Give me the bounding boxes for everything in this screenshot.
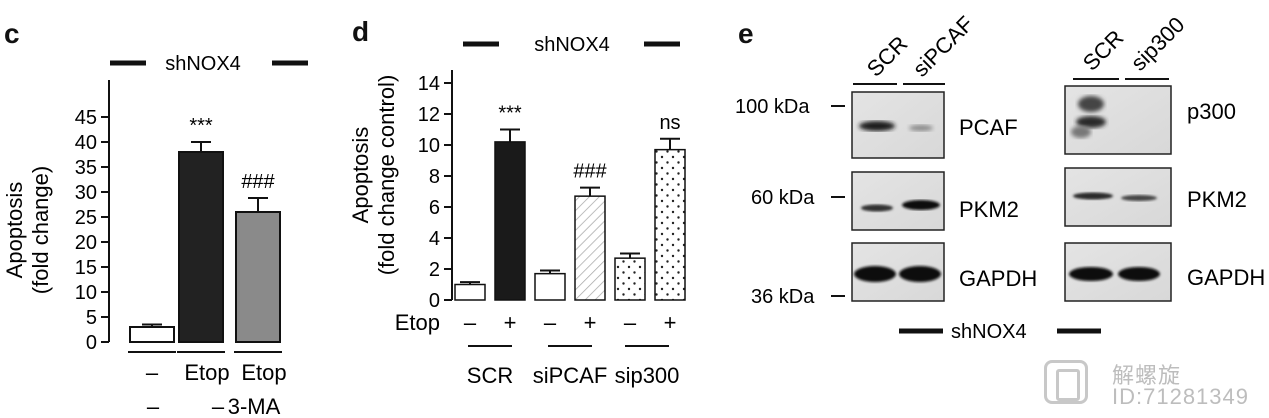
panel-e-letter: e bbox=[738, 18, 754, 49]
group-label-c: shNOX4 bbox=[165, 53, 241, 75]
bar-d-3 bbox=[574, 195, 606, 301]
lane-label-sipcaf: siPCAF bbox=[908, 11, 978, 81]
etop-sign-d-4: – bbox=[624, 310, 637, 335]
blot-pkm2-right bbox=[1064, 167, 1172, 227]
y-tick-label-d-6: 6 bbox=[429, 197, 440, 219]
chart-c: 0 5 10 15 20 25 30 35 40 45 Apoptosis (fold change)… bbox=[2, 53, 308, 418]
protein-label-gapdh-right: GAPDH bbox=[1187, 265, 1265, 290]
chart-d: 0 2 4 6 8 10 12 14 Apoptosis (fold change control… bbox=[348, 34, 686, 388]
watermark-name: 解螺旋 bbox=[1112, 363, 1182, 388]
y-tick-label-c-45: 45 bbox=[75, 107, 97, 129]
significance-d-3: ### bbox=[573, 161, 607, 183]
y-tick-label-c-30: 30 bbox=[75, 182, 97, 204]
lane-label-sip300: sip300 bbox=[1126, 12, 1190, 76]
western-blot-e: SCR siPCAF SCR sip300 100 kDa 60 kDa 36 … bbox=[735, 11, 1265, 343]
bar-d-4 bbox=[614, 257, 646, 301]
panel-c-letter: c bbox=[4, 18, 20, 49]
group-label-d: shNOX4 bbox=[534, 34, 610, 56]
protein-label-pcaf: PCAF bbox=[959, 115, 1018, 140]
significance-d-5: ns bbox=[659, 112, 680, 134]
y-tick-label-c-5: 5 bbox=[86, 307, 97, 329]
row2-label-c-0: – bbox=[147, 394, 160, 418]
protein-label-gapdh-left: GAPDH bbox=[959, 266, 1037, 291]
y-tick-label-c-10: 10 bbox=[75, 282, 97, 304]
marker-36kda: 36 kDa bbox=[751, 286, 815, 308]
protein-label-pkm2-right: PKM2 bbox=[1187, 187, 1247, 212]
y-tick-label-d-4: 4 bbox=[429, 228, 440, 250]
group-label-d-1: siPCAF bbox=[533, 363, 608, 388]
bar-d-1 bbox=[494, 141, 526, 301]
row1-label-c-0: – bbox=[146, 360, 159, 385]
y-tick-label-d-14: 14 bbox=[418, 73, 440, 95]
significance-c-1: *** bbox=[189, 115, 213, 137]
y-tick-label-d-10: 10 bbox=[418, 135, 440, 157]
watermark-id: ID:71281349 bbox=[1112, 384, 1249, 409]
lane-label-scr-left: SCR bbox=[862, 31, 913, 82]
y-axis-label-d-line1: Apoptosis bbox=[348, 127, 373, 224]
y-tick-label-c-15: 15 bbox=[75, 257, 97, 279]
row1-label-c-1: Etop bbox=[184, 360, 229, 385]
group-label-d-2: sip300 bbox=[615, 363, 680, 388]
blot-pkm2-left bbox=[851, 171, 945, 231]
y-axis-label-d-line2: (fold change control) bbox=[374, 75, 399, 276]
y-tick-label-c-0: 0 bbox=[86, 332, 97, 354]
y-tick-label-c-20: 20 bbox=[75, 232, 97, 254]
y-tick-label-d-8: 8 bbox=[429, 166, 440, 188]
bar-d-0 bbox=[454, 283, 486, 301]
y-tick-label-c-35: 35 bbox=[75, 157, 97, 179]
etop-sign-d-3: + bbox=[584, 310, 597, 335]
row1-label-c-2: Etop bbox=[241, 360, 286, 385]
group-label-d-0: SCR bbox=[467, 363, 513, 388]
lane-label-scr-right: SCR bbox=[1078, 25, 1129, 76]
blot-gapdh-right bbox=[1064, 242, 1172, 302]
panel-d-letter: d bbox=[352, 16, 370, 47]
blot-gapdh-left bbox=[851, 242, 945, 302]
significance-c-2: ### bbox=[241, 171, 275, 193]
etop-label-d: Etop bbox=[395, 310, 440, 335]
watermark: 解螺旋 ID:71281349 bbox=[1040, 356, 1265, 414]
significance-d-1: *** bbox=[498, 103, 522, 125]
bar-d-2 bbox=[534, 272, 566, 301]
blot-p300 bbox=[1064, 85, 1172, 155]
y-axis-label-c-line1: Apoptosis bbox=[2, 182, 27, 279]
protein-label-p300: p300 bbox=[1187, 99, 1236, 124]
y-tick-label-d-0: 0 bbox=[429, 290, 440, 312]
y-axis-label-c-line2: (fold change) bbox=[28, 166, 53, 294]
blot-pcaf bbox=[851, 91, 945, 159]
bar-c-1 bbox=[178, 151, 224, 343]
bar-c-0 bbox=[129, 326, 175, 343]
group-label-e: shNOX4 bbox=[951, 321, 1027, 343]
watermark-logo-icon bbox=[1044, 360, 1088, 404]
etop-sign-d-1: + bbox=[504, 310, 517, 335]
etop-sign-d-2: – bbox=[544, 310, 557, 335]
row2-label-c-2: 3-MA bbox=[228, 394, 281, 418]
y-tick-label-d-12: 12 bbox=[418, 104, 440, 126]
row2-label-c-1: – bbox=[212, 394, 225, 418]
y-tick-label-d-2: 2 bbox=[429, 259, 440, 281]
etop-sign-d-5: + bbox=[664, 310, 677, 335]
protein-label-pkm2-left: PKM2 bbox=[959, 197, 1019, 222]
marker-60kda: 60 kDa bbox=[751, 187, 815, 209]
etop-sign-d-0: – bbox=[464, 310, 477, 335]
y-tick-label-c-25: 25 bbox=[75, 207, 97, 229]
y-tick-label-c-40: 40 bbox=[75, 132, 97, 154]
bar-d-5 bbox=[654, 148, 686, 301]
marker-100kda: 100 kDa bbox=[735, 96, 810, 118]
bar-c-2 bbox=[235, 211, 281, 343]
